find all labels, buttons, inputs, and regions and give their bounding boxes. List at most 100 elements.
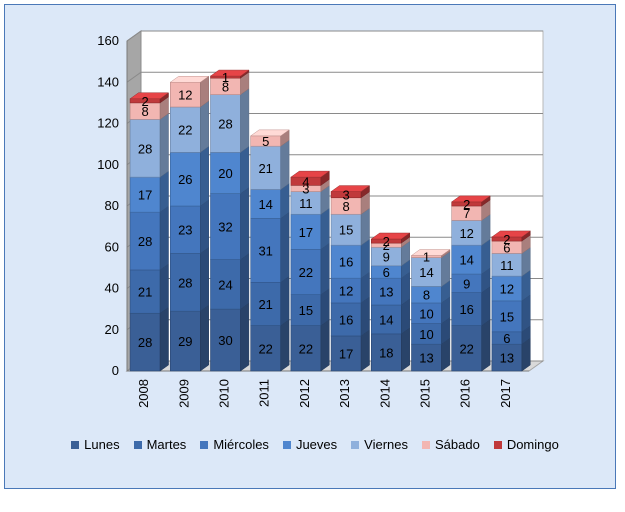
x-tick-label: 2009 (176, 379, 191, 408)
bar-segment (210, 88, 250, 153)
bar-side (481, 319, 491, 372)
data-label: 8 (222, 79, 229, 94)
y-tick-label: 0 (112, 363, 119, 378)
bar-top (290, 170, 331, 178)
bar-side (320, 207, 330, 250)
data-label: 16 (339, 312, 353, 327)
gridline (126, 71, 543, 83)
bar-segment (491, 337, 531, 372)
data-label: 3 (302, 181, 309, 196)
y-tick-label: 100 (97, 157, 119, 172)
legend-label: Jueves (295, 437, 338, 452)
bar-segment (170, 145, 209, 207)
data-label: 2 (383, 238, 390, 253)
bar-front (250, 325, 281, 372)
bar-segment (491, 294, 531, 333)
bar-segment (290, 319, 330, 372)
bar-top (169, 76, 210, 83)
bar-side (200, 304, 209, 372)
data-label: 8 (342, 199, 349, 214)
bar-side (481, 286, 491, 327)
bar-segment (250, 139, 290, 190)
x-tick-label: 2015 (418, 379, 433, 408)
legend-item: Lunes (71, 437, 120, 452)
bar-segment (290, 170, 331, 186)
bar-front (170, 81, 201, 108)
bar-side (521, 294, 531, 333)
bar-side (240, 253, 250, 310)
data-label: 32 (218, 220, 232, 235)
bar-segment (330, 191, 370, 215)
bar-front (170, 152, 201, 207)
bar-side (200, 145, 209, 207)
y-tick-label: 20 (105, 322, 119, 337)
bar-top (129, 92, 170, 99)
bar-front (290, 249, 322, 295)
bar-front (491, 300, 523, 333)
bar-segment (451, 199, 491, 221)
data-label: 9 (463, 276, 470, 291)
data-label: 23 (178, 223, 192, 238)
data-label: 14 (258, 197, 272, 212)
legend-label: Domingo (506, 437, 559, 452)
legend-item: Sábado (421, 437, 480, 452)
bar-front (370, 277, 402, 306)
bar-side (360, 296, 370, 337)
data-label: 15 (500, 309, 514, 324)
y-tick-label: 120 (97, 116, 119, 131)
data-label: 15 (339, 223, 353, 238)
data-label: 1 (423, 250, 430, 265)
data-label: 9 (383, 250, 390, 265)
bar-front (210, 259, 241, 310)
legend-label: Sábado (434, 437, 480, 452)
data-label: 6 (503, 240, 510, 255)
legend-swatch (133, 440, 142, 449)
data-label: 12 (500, 282, 514, 297)
bar-segment (170, 246, 209, 312)
bar-segment (330, 271, 370, 304)
legend-item: Jueves (282, 437, 338, 452)
data-label: 10 (419, 327, 433, 342)
bar-top (410, 249, 451, 256)
x-tick-label: 2008 (136, 379, 151, 408)
data-label: 12 (178, 88, 192, 103)
data-label: 16 (459, 302, 473, 317)
bar-side (280, 139, 290, 190)
data-label: 21 (258, 161, 272, 176)
y-tick-label: 80 (105, 198, 119, 213)
bar-front (451, 220, 483, 246)
bar-front (250, 189, 281, 219)
data-label: 20 (218, 166, 232, 181)
bar-segment (370, 271, 410, 306)
bar-side (200, 199, 209, 254)
data-label: 22 (459, 341, 473, 356)
bar-side (280, 319, 290, 372)
data-label: 14 (459, 253, 473, 268)
data-label: 26 (178, 172, 192, 187)
bar-segment (169, 75, 210, 108)
legend-swatch (71, 440, 80, 449)
data-label: 4 (302, 174, 309, 189)
bar-front (491, 275, 523, 302)
bar-front (330, 213, 362, 246)
bar-segment (129, 170, 169, 213)
bar-top (249, 129, 290, 137)
bar-segment (290, 288, 330, 327)
bar-segment (129, 92, 170, 104)
bar-top (491, 230, 532, 238)
bar-segment (250, 183, 290, 219)
bar-side (240, 145, 250, 195)
stacked-bar-chart: 0204060801001201401602821281728822008292… (97, 30, 545, 408)
bar-front (210, 193, 241, 260)
bar-top (450, 195, 491, 203)
bar-side (159, 205, 169, 271)
bar-segment (411, 296, 451, 325)
data-label: 2 (463, 197, 470, 212)
legend-swatch (493, 440, 502, 449)
data-label: 13 (379, 285, 393, 300)
legend-label: Lunes (84, 437, 120, 452)
bar-segment (451, 319, 491, 372)
bar-segment (411, 337, 451, 372)
bar-segment (249, 129, 290, 147)
data-label: 2 (141, 94, 148, 109)
